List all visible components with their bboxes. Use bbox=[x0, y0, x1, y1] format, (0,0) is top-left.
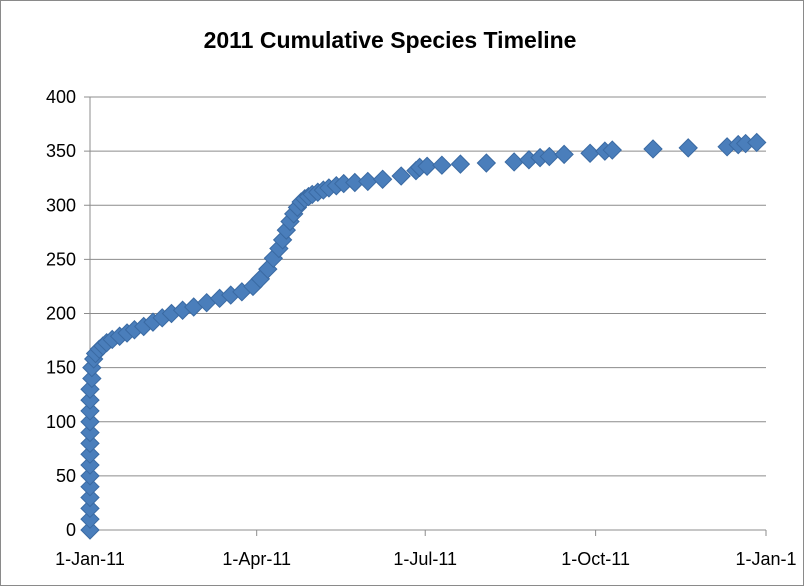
x-axis-ticks: 1-Jan-11 1-Apr-11 1-Jul-11 1-Oct-11 1-Jan-1 bbox=[55, 530, 797, 569]
data-point bbox=[80, 476, 100, 497]
y-tick-label: 0 bbox=[66, 520, 76, 540]
data-point bbox=[747, 132, 767, 153]
data-point bbox=[80, 509, 100, 529]
x-tick-label: 1-Jan-1 bbox=[735, 549, 796, 569]
data-point bbox=[476, 153, 497, 173]
data-point bbox=[450, 154, 471, 174]
y-tick-label: 400 bbox=[46, 87, 76, 107]
y-tick-label: 250 bbox=[46, 249, 76, 269]
data-point bbox=[372, 169, 393, 189]
data-point bbox=[80, 520, 100, 540]
data-point bbox=[80, 412, 100, 432]
data-point bbox=[80, 433, 100, 454]
data-point bbox=[82, 368, 102, 389]
x-tick-label: 1-Jul-11 bbox=[393, 549, 457, 569]
gridlines bbox=[90, 96, 766, 477]
data-point bbox=[504, 152, 524, 172]
data-point bbox=[643, 139, 663, 159]
data-point bbox=[554, 144, 574, 165]
y-tick-label: 200 bbox=[46, 304, 76, 324]
x-tick-label: 1-Jan-11 bbox=[55, 549, 125, 569]
y-axis-ticks: 0 50 100 150 200 250 300 350 400 bbox=[46, 87, 90, 540]
data-point bbox=[580, 143, 600, 163]
data-point bbox=[417, 156, 437, 176]
data-point bbox=[80, 422, 100, 443]
data-point bbox=[678, 138, 698, 158]
y-tick-label: 300 bbox=[46, 195, 76, 215]
data-point bbox=[432, 155, 452, 175]
x-tick-label: 1-Oct-11 bbox=[561, 549, 630, 569]
x-tick-label: 1-Apr-11 bbox=[222, 549, 291, 569]
y-tick-label: 350 bbox=[46, 141, 76, 161]
data-point bbox=[391, 166, 411, 186]
data-point bbox=[80, 390, 100, 410]
y-tick-label: 100 bbox=[46, 412, 76, 432]
data-point bbox=[358, 171, 378, 192]
data-points bbox=[80, 132, 767, 540]
data-point bbox=[602, 140, 622, 160]
data-point bbox=[80, 455, 100, 475]
data-point bbox=[80, 466, 100, 486]
y-tick-label: 150 bbox=[46, 358, 76, 378]
data-point bbox=[80, 498, 100, 519]
data-point bbox=[80, 444, 100, 464]
y-tick-label: 50 bbox=[56, 466, 76, 486]
data-point bbox=[80, 401, 100, 421]
chart-title: 2011 Cumulative Species Timeline bbox=[204, 27, 577, 53]
data-point bbox=[80, 487, 100, 508]
